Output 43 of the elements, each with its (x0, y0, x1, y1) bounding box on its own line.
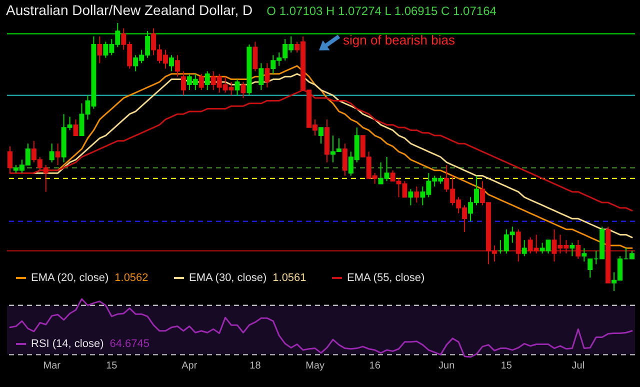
legend-label: EMA (20, close) (31, 272, 109, 284)
annotation: 64.6745 (110, 338, 150, 350)
candlestick (73, 118, 78, 136)
candlestick (240, 81, 246, 99)
candlestick (516, 228, 521, 262)
annotation: 1.0561 (272, 272, 306, 284)
legend-label: EMA (30, close) (189, 272, 267, 284)
candlestick (408, 188, 414, 206)
x-tick-label: 15 (106, 360, 118, 372)
x-tick-label: 18 (250, 360, 262, 372)
x-tick-label: May (306, 360, 324, 372)
legend-label: RSI (14, close) (31, 338, 104, 350)
x-tick-label: Jun (438, 360, 455, 372)
candlestick (252, 41, 258, 72)
annotation: 1.0562 (114, 272, 148, 284)
candlestick (55, 143, 60, 166)
annotation: sign of bearish bias (342, 32, 456, 48)
x-tick-label: Apr (182, 360, 198, 372)
candlestick (522, 240, 527, 257)
chart-subtitle: O 1.07103 H 1.07274 L 1.06915 C 1.07164 (266, 4, 496, 18)
candlestick (7, 146, 12, 174)
legend-label: EMA (55, close) (347, 272, 425, 284)
x-tick-label: 15 (500, 360, 512, 372)
candlestick (258, 62, 264, 90)
candlestick (582, 248, 587, 262)
candlestick (576, 240, 581, 260)
candlestick (49, 143, 54, 163)
candlestick (204, 70, 210, 90)
x-tick-label: Jul (572, 360, 585, 372)
x-tick-label: Mar (43, 360, 62, 372)
candlestick (168, 54, 174, 72)
x-tick-label: 16 (369, 360, 381, 372)
candlestick (342, 143, 348, 176)
candlestick (198, 73, 204, 90)
candlestick (174, 54, 180, 78)
candlestick (414, 186, 420, 204)
candlestick (180, 70, 186, 96)
chart-title: Australian Dollar/New Zealand Dollar, D (6, 2, 253, 18)
candlestick (570, 242, 575, 257)
candlestick (97, 36, 102, 64)
candlestick (234, 78, 240, 96)
candlestick (264, 62, 270, 88)
candlestick (318, 127, 324, 144)
